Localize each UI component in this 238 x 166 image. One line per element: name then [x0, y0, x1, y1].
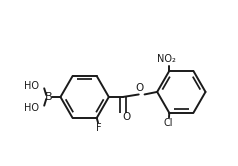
Text: Cl: Cl — [163, 118, 173, 128]
Text: O: O — [123, 112, 131, 122]
Text: O: O — [136, 83, 144, 93]
Text: HO: HO — [24, 103, 39, 113]
Text: F: F — [96, 123, 102, 133]
Text: B: B — [45, 92, 52, 102]
Text: NO₂: NO₂ — [157, 54, 176, 64]
Text: HO: HO — [24, 81, 39, 91]
